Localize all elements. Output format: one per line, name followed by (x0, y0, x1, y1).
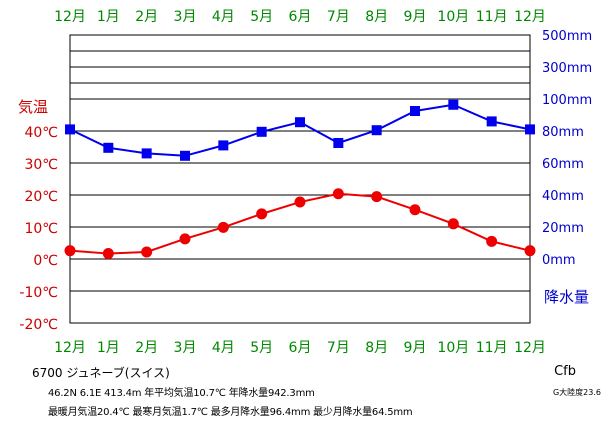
month-label-bottom: 11月 (476, 340, 508, 356)
month-label-top: 7月 (327, 9, 350, 25)
precipitation-point (65, 124, 75, 135)
precipitation-point (180, 150, 190, 161)
precip-tick-label: 60mm (542, 157, 584, 172)
month-label-bottom: 2月 (135, 340, 158, 356)
month-label-bottom: 9月 (404, 340, 427, 356)
temperature-point (447, 218, 459, 230)
month-label-bottom: 10月 (437, 340, 469, 356)
precip-tick-label: 20mm (542, 221, 584, 236)
month-label-bottom: 12月 (54, 340, 86, 356)
precipitation-point (103, 142, 114, 153)
month-label-top: 5月 (250, 9, 273, 25)
temperature-point (141, 246, 153, 258)
temp-tick-label: 10℃ (24, 221, 58, 237)
month-label-top: 8月 (365, 9, 388, 25)
temperature-point (294, 196, 306, 208)
precip-tick-label: 500mm (542, 29, 592, 44)
temperature-point (256, 208, 268, 220)
month-label-bottom: 8月 (365, 340, 388, 356)
plot-frame (69, 34, 531, 324)
data-series (64, 99, 536, 260)
temperature-point (524, 245, 536, 257)
precipitation-point (295, 117, 305, 128)
temp-tick-label: 30℃ (24, 157, 58, 173)
month-label-top: 12月 (54, 9, 86, 25)
month-label-bottom: 4月 (212, 340, 235, 356)
temp-tick-label: 20℃ (24, 189, 58, 205)
grid-lines (69, 34, 531, 324)
precip-tick-label: 300mm (542, 61, 592, 76)
month-label-bottom: 1月 (97, 340, 120, 356)
month-label-top: 2月 (135, 9, 158, 25)
month-label-bottom: 6月 (289, 340, 312, 356)
precipitation-point (486, 116, 497, 127)
precipitation-point (141, 148, 152, 159)
precipitation-point (371, 125, 382, 136)
temperature-point (486, 235, 498, 247)
precip-tick-label: 80mm (542, 125, 584, 140)
temperature-point (371, 191, 383, 203)
precipitation-point (525, 124, 535, 135)
month-label-top: 3月 (174, 9, 197, 25)
koppen-class: Cfb (554, 364, 576, 379)
temp-tick-label: -10℃ (19, 285, 58, 301)
station-summary-line1: 46.2N 6.1E 413.4m 年平均気温10.7℃ 年降水量942.3mm (48, 388, 315, 399)
temperature-point (179, 233, 191, 245)
precip-tick-label: 40mm (542, 189, 584, 204)
precipitation-point (218, 140, 229, 151)
temperature-point (332, 188, 344, 200)
month-label-top: 10月 (437, 9, 469, 25)
precip-tick-label: 0mm (542, 253, 576, 268)
precipitation-line (69, 103, 531, 157)
month-label-bottom: 3月 (174, 340, 197, 356)
station-summary-line2: 最暖月気温20.4℃ 最寒月気温1.7℃ 最多月降水量96.4mm 最少月降水量… (48, 407, 413, 418)
precip-axis-title: 降水量 (544, 288, 589, 306)
month-label-top: 1月 (97, 9, 120, 25)
station-header: 6700 ジュネーブ(スイス) (32, 366, 170, 380)
precip-tick-label: 100mm (542, 93, 592, 108)
precipitation-point (333, 138, 344, 148)
temp-tick-label: -20℃ (19, 317, 58, 333)
temperature-point (217, 221, 229, 233)
temperature-point (409, 204, 421, 216)
month-label-bottom: 12月 (514, 340, 546, 356)
month-label-bottom: 5月 (250, 340, 273, 356)
month-label-top: 6月 (289, 9, 312, 25)
temperature-point (64, 245, 76, 257)
month-label-top: 11月 (476, 9, 508, 25)
precipitation-point (256, 126, 267, 137)
temp-tick-label: 0℃ (33, 253, 58, 269)
temperature-point (102, 248, 114, 260)
month-label-top: 12月 (514, 9, 546, 25)
month-label-top: 4月 (212, 9, 235, 25)
temp-tick-label: 40℃ (24, 125, 58, 141)
precipitation-point (448, 99, 459, 110)
month-label-bottom: 7月 (327, 340, 350, 356)
precipitation-point (410, 106, 420, 116)
temp-axis-title: 気温 (18, 98, 48, 116)
continentality-index: G大陸度23.6 (552, 388, 601, 397)
axis-labels: 12月 1月 2月 3月 4月 5月 6月 7月 8月 9月 10月 11月 12月 12月 1月 2月 3月 4… (18, 9, 592, 356)
month-label-top: 9月 (404, 9, 427, 25)
